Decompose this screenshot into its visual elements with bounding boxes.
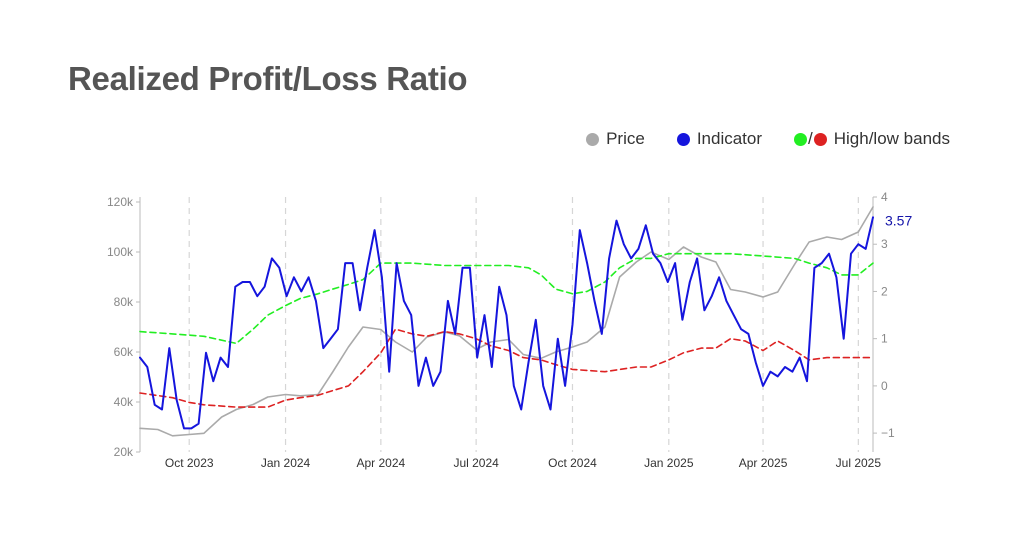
legend-low-band-dot bbox=[813, 132, 827, 146]
legend-indicator-dot bbox=[676, 132, 690, 146]
x-tick-label: Jan 2024 bbox=[261, 456, 311, 470]
right-tick-label: 2 bbox=[881, 284, 888, 298]
left-tick-label: 120k bbox=[107, 195, 134, 209]
legend-high-band-dot bbox=[794, 132, 808, 146]
right-tick-label: 1 bbox=[881, 332, 888, 346]
legend-item-price[interactable]: Price bbox=[586, 129, 645, 149]
legend-item-indicator[interactable]: Indicator bbox=[676, 129, 763, 149]
legend-price-dot bbox=[586, 132, 600, 146]
left-tick-label: 40k bbox=[114, 395, 134, 409]
x-tick-label: Jul 2025 bbox=[836, 456, 882, 470]
x-tick-label: Oct 2023 bbox=[165, 456, 214, 470]
legend-price-label: Price bbox=[606, 129, 645, 148]
right-tick-label: 4 bbox=[881, 190, 888, 204]
left-tick-label: 60k bbox=[114, 345, 134, 359]
x-tick-label: Apr 2025 bbox=[739, 456, 788, 470]
x-tick-label: Jul 2024 bbox=[453, 456, 499, 470]
x-tick-label: Jan 2025 bbox=[644, 456, 694, 470]
left-tick-label: 20k bbox=[114, 445, 134, 459]
high-band-line bbox=[139, 252, 874, 345]
left-tick-label: 100k bbox=[107, 245, 134, 259]
low-band-line bbox=[139, 328, 874, 408]
left-tick-label: 80k bbox=[114, 295, 134, 309]
x-tick-label: Apr 2024 bbox=[356, 456, 405, 470]
legend-slash: / bbox=[808, 129, 813, 148]
legend: Price Indicator / High/low bands bbox=[554, 129, 950, 149]
right-tick-label: −1 bbox=[881, 426, 895, 440]
right-tick-label: 0 bbox=[881, 379, 888, 393]
indicator-series-line bbox=[139, 216, 874, 430]
right-tick-label: 3 bbox=[881, 237, 888, 251]
legend-indicator-label: Indicator bbox=[696, 129, 763, 148]
x-tick-label: Oct 2024 bbox=[548, 456, 597, 470]
indicator-last-value-label: 3.57 bbox=[885, 212, 912, 228]
legend-bands-label: High/low bands bbox=[833, 129, 950, 148]
legend-item-bands[interactable]: / High/low bands bbox=[794, 129, 950, 149]
page-title: Realized Profit/Loss Ratio bbox=[68, 60, 468, 97]
